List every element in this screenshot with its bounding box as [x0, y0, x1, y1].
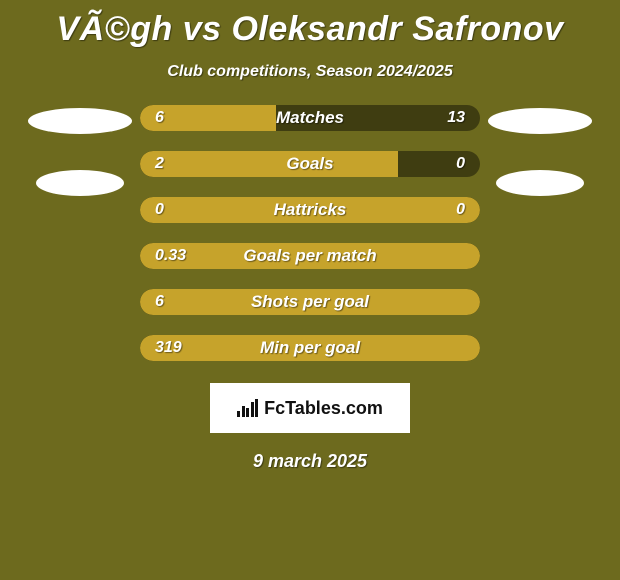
- stat-row: 0 Hattricks 0: [140, 197, 480, 223]
- stat-label: Hattricks: [274, 200, 347, 220]
- stat-row: 2 Goals 0: [140, 151, 480, 177]
- player-right-ellipse-1: [488, 108, 592, 134]
- stat-left-value: 319: [155, 339, 182, 357]
- brand-logo: FcTables.com: [210, 383, 410, 433]
- right-player-col: [480, 105, 600, 196]
- date: 9 march 2025: [253, 451, 367, 472]
- stat-left-value: 6: [155, 109, 164, 127]
- stat-row: 6 Matches 13: [140, 105, 480, 131]
- stat-bars: 6 Matches 13 2 Goals 0 0 Hattricks 0 0.33 Goals pe…: [140, 105, 480, 361]
- stat-right-value: 13: [447, 109, 465, 127]
- brand-text: FcTables.com: [264, 398, 383, 419]
- subtitle: Club competitions, Season 2024/2025: [167, 63, 452, 81]
- stat-right-value: 0: [456, 155, 465, 173]
- left-player-col: [20, 105, 140, 196]
- page-title: VÃ©gh vs Oleksandr Safronov: [56, 10, 563, 49]
- player-left-ellipse-1: [28, 108, 132, 134]
- stat-row: 6 Shots per goal: [140, 289, 480, 315]
- stat-label: Goals: [286, 154, 333, 174]
- stat-label: Shots per goal: [251, 292, 369, 312]
- stat-left-value: 2: [155, 155, 164, 173]
- stat-left-value: 0.33: [155, 247, 186, 265]
- player-right-ellipse-2: [496, 170, 584, 196]
- player-left-ellipse-2: [36, 170, 124, 196]
- stat-label: Goals per match: [243, 246, 376, 266]
- stats-area: 6 Matches 13 2 Goals 0 0 Hattricks 0 0.33 Goals pe…: [0, 105, 620, 361]
- stat-left-value: 6: [155, 293, 164, 311]
- stat-label: Min per goal: [260, 338, 360, 358]
- stat-label: Matches: [276, 108, 344, 128]
- stat-right-value: 0: [456, 201, 465, 219]
- chart-icon: [237, 399, 258, 417]
- stat-left-value: 0: [155, 201, 164, 219]
- stat-bar-fill: [140, 151, 398, 177]
- stat-row: 0.33 Goals per match: [140, 243, 480, 269]
- stat-row: 319 Min per goal: [140, 335, 480, 361]
